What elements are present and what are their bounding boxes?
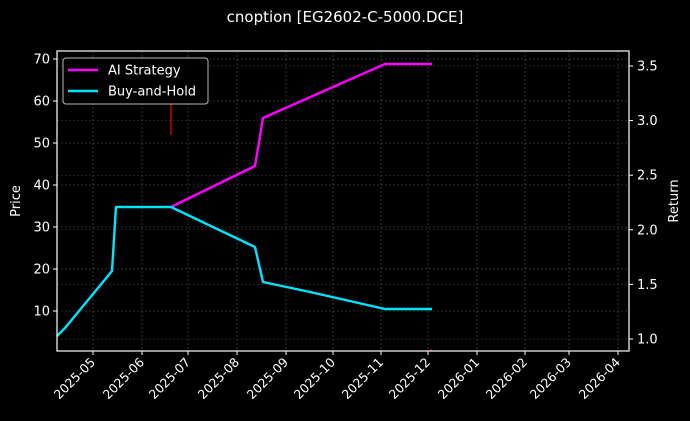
legend-label: Buy-and-Hold	[108, 85, 196, 100]
y-tick-label-right: 1.5	[637, 278, 658, 293]
x-tick-label: 2025-11	[339, 355, 387, 403]
x-tick-label: 2025-10	[291, 354, 339, 402]
y-tick-label-left: 30	[33, 221, 50, 236]
y-tick-label-right: 1.0	[637, 333, 658, 348]
y-tick-label-left: 70	[33, 53, 50, 68]
y-tick-label-left: 20	[33, 263, 50, 278]
y-axis-label-left: Price	[9, 185, 24, 217]
x-tick-label: 2026-03	[527, 355, 575, 403]
legend-label: AI Strategy	[108, 64, 181, 79]
x-tick-label: 2025-08	[195, 354, 243, 402]
x-tick-label: 2025-06	[100, 354, 148, 402]
x-tick-label: 2026-02	[483, 355, 531, 403]
chart-title: cnoption [EG2602-C-5000.DCE]	[226, 8, 464, 26]
y-tick-label-right: 2.0	[637, 223, 658, 238]
y-tick-label-right: 3.5	[637, 60, 658, 75]
x-tick-label: 2025-09	[244, 354, 292, 402]
x-tick-label: 2025-05	[51, 355, 99, 403]
series-line-ai-strategy	[170, 62, 432, 209]
y-tick-label-left: 50	[33, 137, 50, 152]
y-tick-label-right: 3.0	[637, 114, 658, 129]
y-tick-label-right: 2.5	[637, 169, 658, 184]
y-tick-label-left: 10	[33, 305, 50, 320]
plot-frame	[56, 50, 630, 352]
y-tick-label-left: 60	[33, 95, 50, 110]
y-tick-label-left: 40	[33, 179, 50, 194]
x-tick-label: 2025-12	[386, 355, 434, 403]
x-tick-label: 2026-04	[576, 354, 624, 402]
x-tick-label: 2025-07	[146, 355, 194, 403]
x-tick-label: 2026-01	[435, 355, 483, 403]
legend-box	[62, 57, 209, 105]
y-axis-label-right: Return	[667, 179, 682, 222]
series-line-buy-and-hold	[56, 205, 432, 337]
